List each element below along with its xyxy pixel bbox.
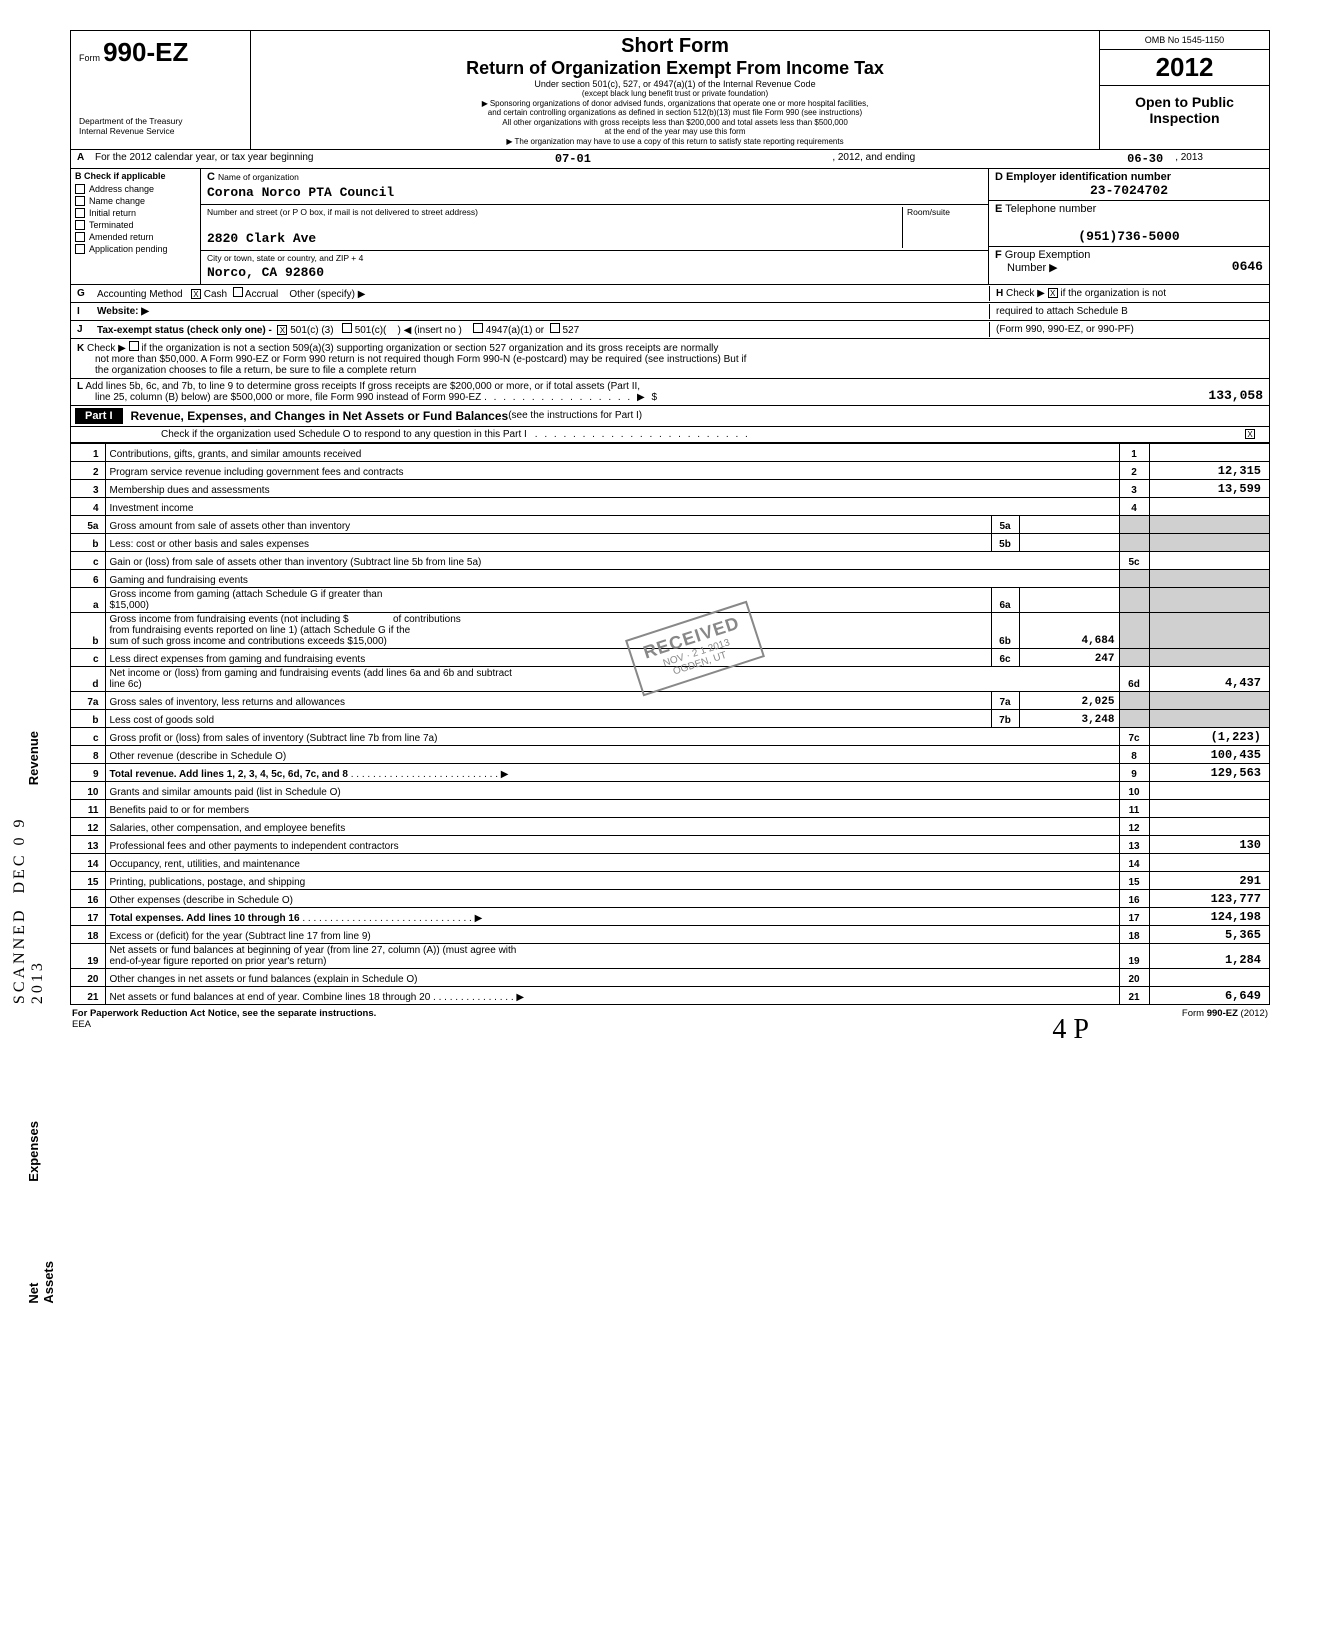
note5: The organization may have to use a copy … xyxy=(261,137,1089,147)
omb-number: OMB No 1545-1150 xyxy=(1100,31,1269,50)
sub2: (except black lung benefit trust or priv… xyxy=(261,89,1089,99)
line-k: K Check ▶ if the organization is not a s… xyxy=(71,339,1269,379)
chk-h[interactable]: X xyxy=(1048,288,1058,298)
line-a-mid: , 2012, and ending xyxy=(826,150,921,168)
note3: All other organizations with gross recei… xyxy=(261,118,1089,128)
chk-initial[interactable] xyxy=(75,208,85,218)
addr-value: 2820 Clark Ave xyxy=(207,217,902,248)
line-g-h: G Accounting Method X Cash Accrual Other… xyxy=(71,285,1269,303)
line-l-amount: 133,058 xyxy=(1143,388,1263,403)
name-label: Name of organization xyxy=(218,172,299,182)
dept-treasury: Department of the Treasury xyxy=(79,116,242,126)
ein-value: 23-7024702 xyxy=(995,183,1263,198)
org-name: Corona Norco PTA Council xyxy=(207,183,982,202)
g-label: Accounting Method xyxy=(97,289,183,300)
header-left: Form 990-EZ Department of the Treasury I… xyxy=(71,31,251,149)
part1-header: Part I Revenue, Expenses, and Changes in… xyxy=(71,406,1269,427)
line-a-endyear: , 2013 xyxy=(1169,150,1209,168)
footer-eea: EEA xyxy=(72,1019,91,1030)
tel-label: Telephone number xyxy=(1005,203,1096,215)
chk-accrual[interactable] xyxy=(233,287,243,297)
ein-label: Employer identification number xyxy=(1006,171,1171,183)
col-b-checkboxes: B Check if applicable Address change Nam… xyxy=(71,169,201,284)
side-revenue-label: Revenue xyxy=(26,731,41,785)
footer-right: Form 990-EZ (2012) xyxy=(1182,1008,1268,1030)
col-c-org: C Name of organization Corona Norco PTA … xyxy=(201,169,989,284)
begin-date: 07-01 xyxy=(319,150,826,168)
chk-name[interactable] xyxy=(75,196,85,206)
handwritten-note: 4 P xyxy=(1052,1014,1089,1046)
footer: For Paperwork Reduction Act Notice, see … xyxy=(70,1005,1270,1033)
part1-check: Check if the organization used Schedule … xyxy=(71,427,1269,443)
form-header: Form 990-EZ Department of the Treasury I… xyxy=(71,31,1269,150)
chk-k[interactable] xyxy=(129,341,139,351)
tax-year: 2012 xyxy=(1100,50,1269,86)
header-right: OMB No 1545-1150 2012 Open to Public Ins… xyxy=(1099,31,1269,149)
side-expenses-label: Expenses xyxy=(26,1121,41,1182)
room-label: Room/suite xyxy=(907,207,982,217)
part1-title: Revenue, Expenses, and Changes in Net As… xyxy=(131,409,509,423)
b-header: Check if applicable xyxy=(84,171,166,181)
chk-amended[interactable] xyxy=(75,232,85,242)
dept-irs: Internal Revenue Service xyxy=(79,126,242,136)
form-word: Form xyxy=(79,53,100,63)
chk-terminated[interactable] xyxy=(75,220,85,230)
line-j: J Tax-exempt status (check only one) - X… xyxy=(71,321,1269,339)
col-d-numbers: D Employer identification number 23-7024… xyxy=(989,169,1269,284)
side-scanned-stamp: SCANNED DEC 0 9 2013 xyxy=(11,811,47,1004)
part1-table: 1Contributions, gifts, grants, and simil… xyxy=(71,443,1269,1005)
form-number: 990-EZ xyxy=(103,37,188,67)
header-center: Short Form Return of Organization Exempt… xyxy=(251,31,1099,149)
note2: and certain controlling organizations as… xyxy=(261,108,1089,118)
addr-label: Number and street (or P O box, if mail i… xyxy=(207,207,902,217)
line-l: L Add lines 5b, 6c, and 7b, to line 9 to… xyxy=(71,379,1269,406)
chk-501c[interactable] xyxy=(342,323,352,333)
line-i: I Website: ▶ required to attach Schedule… xyxy=(71,303,1269,321)
part1-label: Part I xyxy=(75,408,123,424)
grp-label: Group Exemption xyxy=(1005,249,1091,261)
tel-value: (951)736-5000 xyxy=(995,215,1263,244)
sub1: Under section 501(c), 527, or 4947(a)(1)… xyxy=(261,79,1089,89)
part1-subtitle: (see the instructions for Part I) xyxy=(508,410,642,421)
grp-value: 0646 xyxy=(1163,259,1263,274)
main-title: Return of Organization Exempt From Incom… xyxy=(261,58,1089,79)
line-a-label: For the 2012 calendar year, or tax year … xyxy=(89,150,319,168)
chk-501c3[interactable]: X xyxy=(277,325,287,335)
form-990ez-page: Form 990-EZ Department of the Treasury I… xyxy=(70,30,1270,1005)
side-netassets-label: Net Assets xyxy=(26,1261,56,1304)
end-date: 06-30 xyxy=(1121,150,1169,168)
open-public: Open to Public Inspection xyxy=(1100,86,1269,134)
city-label: City or town, state or country, and ZIP … xyxy=(207,253,982,263)
chk-schedule-o[interactable]: X xyxy=(1245,429,1255,439)
chk-address[interactable] xyxy=(75,184,85,194)
identity-block: B Check if applicable Address change Nam… xyxy=(71,169,1269,285)
chk-527[interactable] xyxy=(550,323,560,333)
line-a: A For the 2012 calendar year, or tax yea… xyxy=(71,150,1269,169)
chk-cash[interactable]: X xyxy=(191,289,201,299)
chk-pending[interactable] xyxy=(75,244,85,254)
note1: Sponsoring organizations of donor advise… xyxy=(261,99,1089,109)
city-value: Norco, CA 92860 xyxy=(207,263,982,282)
footer-left: For Paperwork Reduction Act Notice, see … xyxy=(72,1008,376,1019)
short-form-label: Short Form xyxy=(261,35,1089,58)
grp-label2: Number ▶ xyxy=(995,261,1163,274)
note4: at the end of the year may use this form xyxy=(261,127,1089,137)
chk-4947[interactable] xyxy=(473,323,483,333)
